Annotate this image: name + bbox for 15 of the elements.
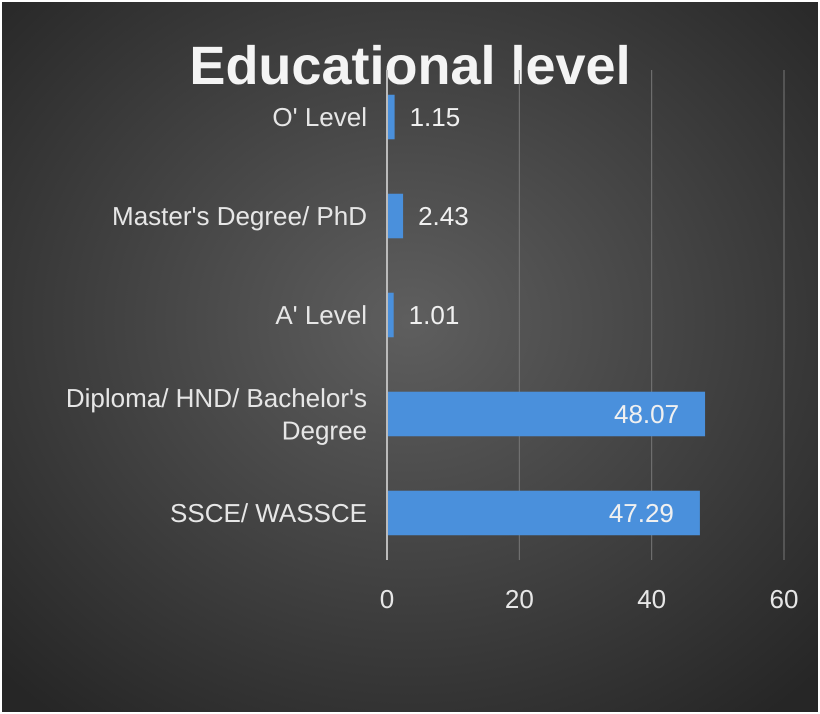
x-tick-label: 60 (770, 584, 798, 614)
x-tick-label: 0 (380, 584, 394, 614)
x-tick-label: 20 (504, 584, 534, 614)
y-tick-label: Master's Degree/ PhD (112, 201, 367, 232)
y-tick-label: SSCE/ WASSCE (170, 498, 367, 528)
data-label: 1.15 (410, 102, 460, 132)
y-tick-label: A' Level (275, 300, 367, 330)
data-label: 48.07 (614, 399, 680, 430)
y-tick-label: O' Level (272, 102, 367, 132)
data-label: 2.43 (418, 201, 469, 232)
x-tick-label: 40 (637, 584, 666, 614)
y-tick-label: Diploma/ HND/ Bachelor's Degree (66, 382, 367, 446)
chart-title: Educational level (189, 36, 631, 96)
data-label: 47.29 (608, 498, 674, 528)
data-label: 1.01 (408, 300, 460, 330)
